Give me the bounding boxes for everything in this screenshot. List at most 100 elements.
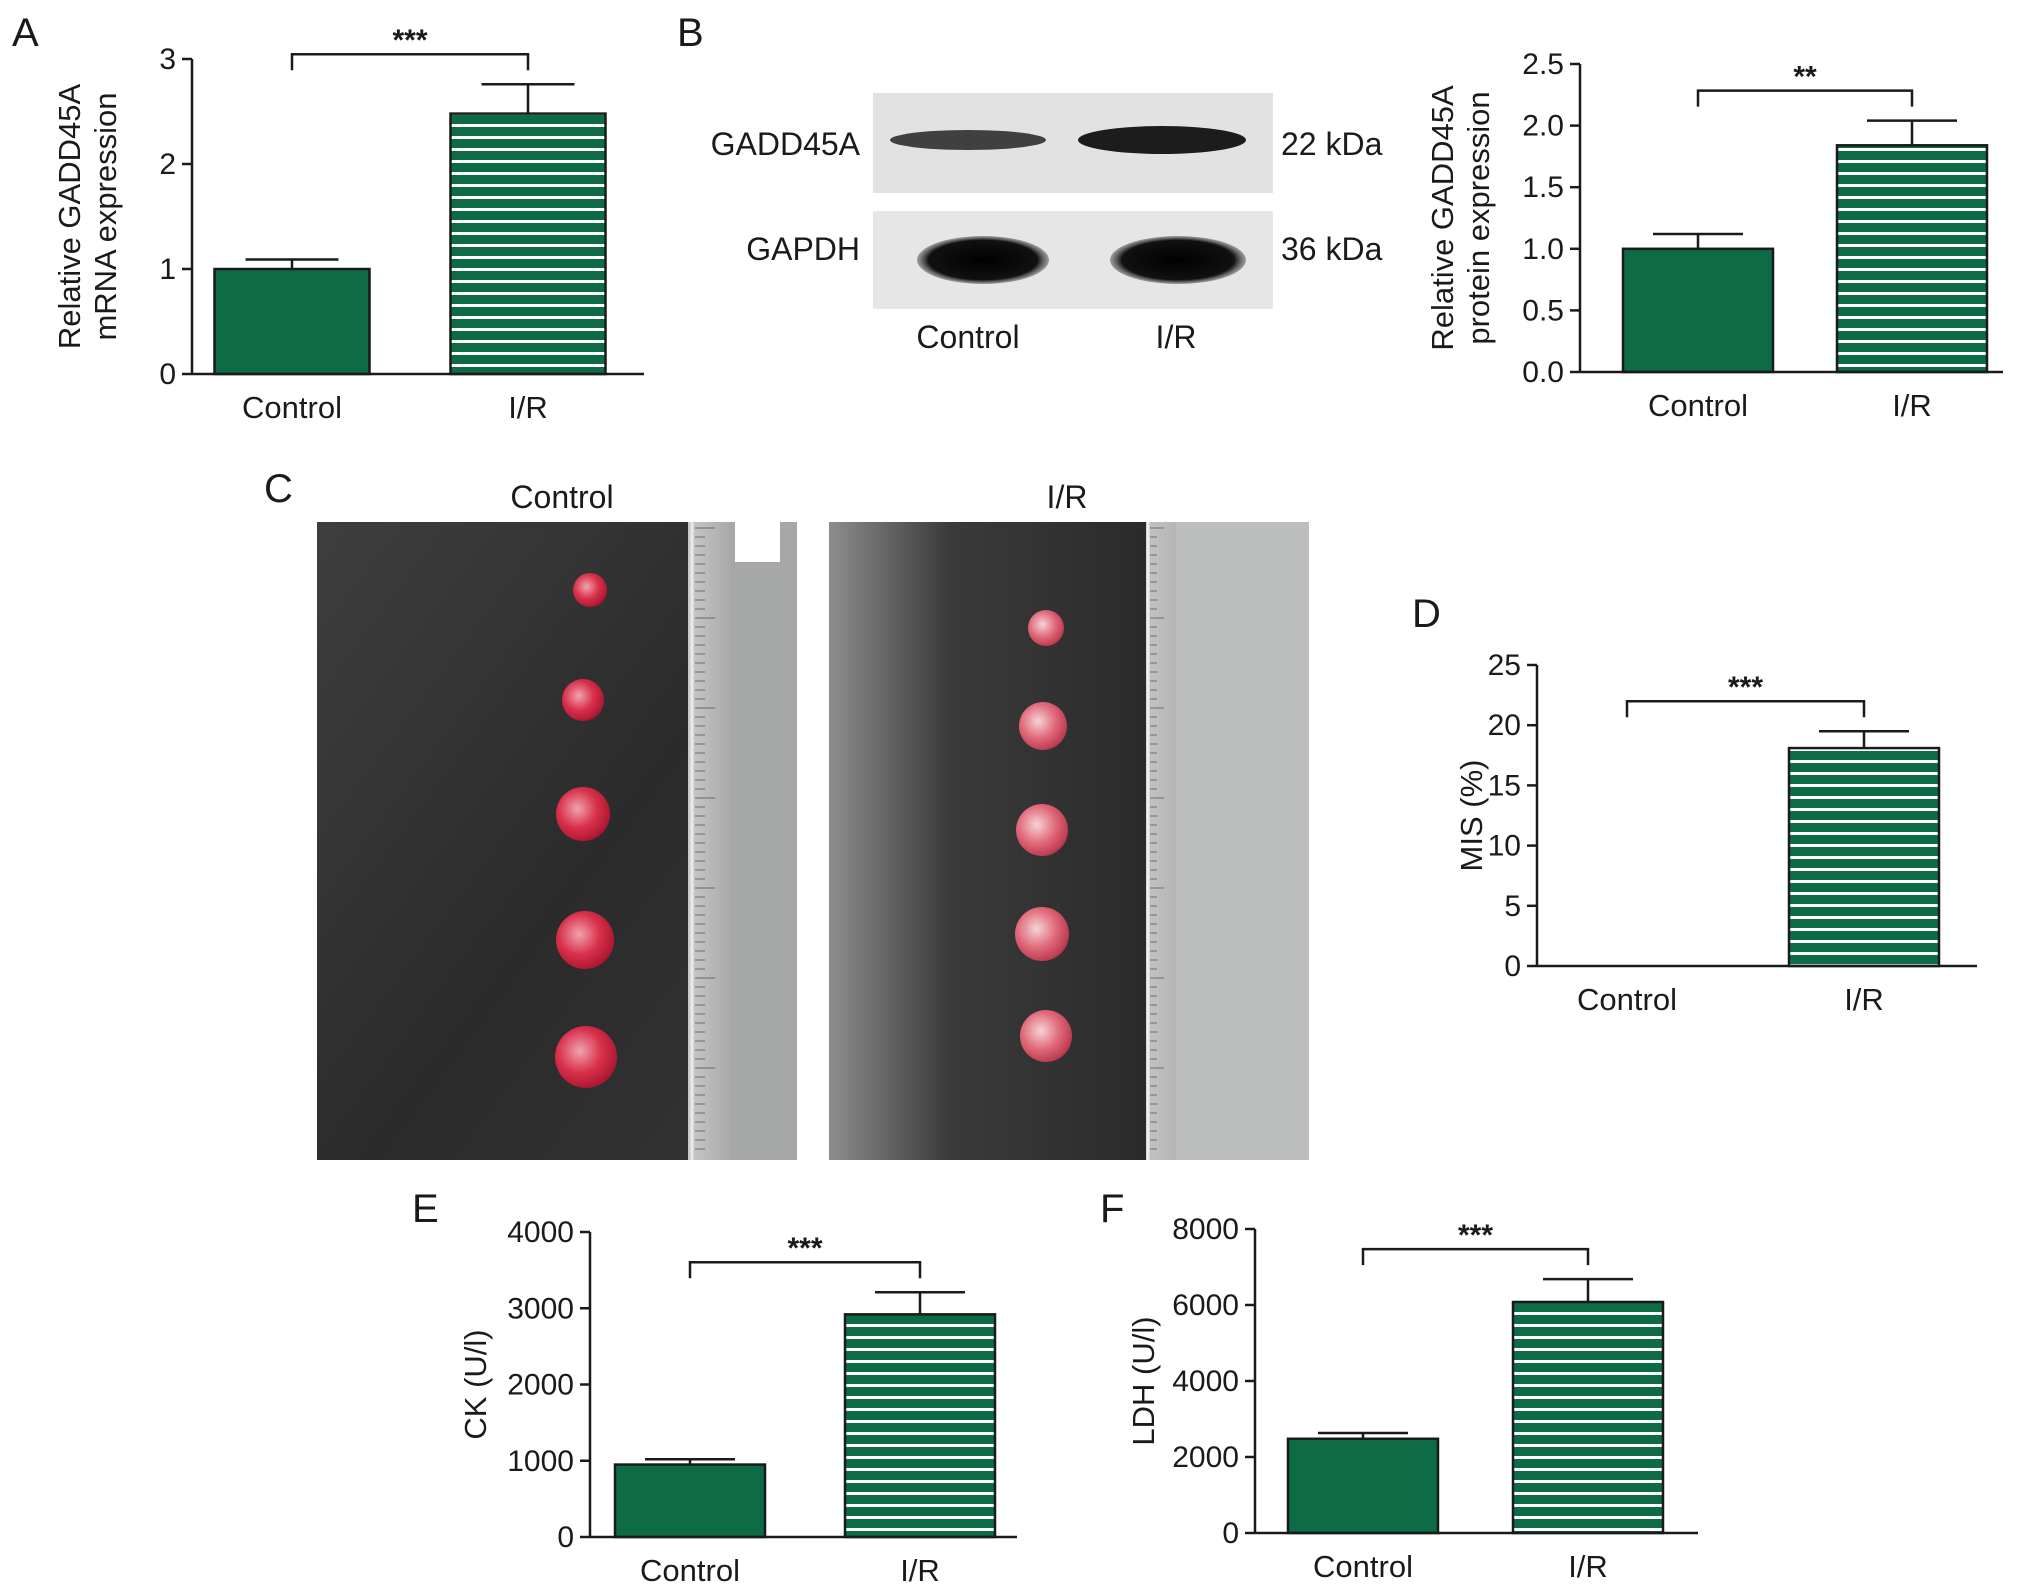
heart-slice-photos: Control I/R <box>317 479 1309 1160</box>
photo-control <box>317 522 797 1160</box>
x-tick-label-a-1: I/R <box>508 390 548 425</box>
ruler-ticks-ir <box>1150 527 1164 1150</box>
chart-f: Control I/R 0 2000 4000 6000 8000 LDH (U/l) *** <box>1126 1213 1698 1584</box>
ruler-control <box>688 522 730 1160</box>
y-tick-label-a-0: 0 <box>159 358 176 391</box>
heart-slice-control-1 <box>573 573 607 607</box>
y-axis-label-b-0: Relative GADD45A <box>1425 85 1460 351</box>
y-tick-label-f-4: 8000 <box>1172 1213 1239 1246</box>
panel-label-e: E <box>412 1187 439 1231</box>
blot-row-label-gapdh: GAPDH <box>746 231 860 267</box>
blot-size-22kda: 22 kDa <box>1281 126 1383 162</box>
bar-f-ir <box>1511 1300 1665 1535</box>
bar-b-ir <box>1835 144 1989 374</box>
significance-marker-e: *** <box>787 1232 822 1265</box>
x-tick-label-f-1: I/R <box>1568 1549 1608 1584</box>
bar-d-ir <box>1787 746 1941 968</box>
significance-marker-d: *** <box>1728 671 1763 704</box>
y-tick-label-b-1: 0.5 <box>1522 294 1564 327</box>
significance-bracket-a <box>290 52 530 71</box>
ruler-ticks-control <box>695 527 715 1150</box>
blot-band-gapdh-ir <box>1110 236 1246 284</box>
y-tick-label-a-2: 2 <box>159 148 176 181</box>
photo-label-control: Control <box>510 479 613 515</box>
y-tick-label-a-1: 1 <box>159 253 176 286</box>
panel-label-b: B <box>677 11 704 55</box>
ruler-backing-ir <box>1176 522 1309 1160</box>
heart-slice-control-5 <box>555 1026 617 1088</box>
y-tick-label-b-3: 1.5 <box>1522 171 1564 204</box>
y-tick-label-e-4: 4000 <box>507 1216 574 1249</box>
heart-slice-control-4 <box>556 911 614 969</box>
heart-slice-control-2 <box>562 679 604 721</box>
chart-e: Control I/R 0 1000 2000 3000 4000 CK (U/l) *** <box>458 1216 1017 1587</box>
y-tick-label-d-4: 20 <box>1488 709 1521 742</box>
y-axis-label-a-1: mRNA expression <box>88 92 123 340</box>
significance-marker-a: *** <box>392 24 427 57</box>
bar-e-ir <box>843 1313 997 1539</box>
blot-band-gapdh-control <box>917 236 1049 284</box>
y-axis-label-d-0: MIS (%) <box>1454 760 1489 872</box>
heart-slice-control-3 <box>556 787 610 841</box>
y-axis-label-f-0: LDH (U/l) <box>1126 1316 1161 1445</box>
blot-band-gadd45a-ir <box>1078 126 1246 154</box>
bar-a-ir <box>449 112 607 376</box>
y-axis-label-e-0: CK (U/l) <box>458 1329 493 1439</box>
western-blot: GADD45A GAPDH 22 kDa 36 kDa Control I/R <box>711 93 1383 355</box>
panel-label-c: C <box>264 467 293 511</box>
photo-ir <box>829 522 1309 1160</box>
y-tick-label-d-2: 10 <box>1488 830 1521 863</box>
x-tick-label-f-0: Control <box>1313 1549 1413 1584</box>
y-tick-label-d-1: 5 <box>1504 890 1521 923</box>
blot-band-gadd45a-control <box>890 130 1046 150</box>
significance-bracket-f <box>1361 1247 1590 1266</box>
significance-marker-b: ** <box>1793 61 1817 94</box>
x-tick-label-d-0: Control <box>1577 982 1677 1017</box>
blot-lane-label-ir: I/R <box>1156 319 1197 355</box>
heart-slice-ir-3 <box>1016 804 1068 856</box>
y-axis-label-a-0: Relative GADD45A <box>52 84 87 350</box>
y-tick-label-b-5: 2.5 <box>1522 48 1564 81</box>
significance-bracket-e <box>688 1260 922 1279</box>
blot-row-label-gadd45a: GADD45A <box>711 126 861 162</box>
blot-lane-label-control: Control <box>916 319 1019 355</box>
y-tick-label-d-5: 25 <box>1488 649 1521 682</box>
y-tick-label-e-0: 0 <box>557 1521 574 1554</box>
heart-slice-ir-1 <box>1028 610 1064 646</box>
x-tick-label-b-1: I/R <box>1892 388 1932 423</box>
y-tick-label-d-3: 15 <box>1488 769 1521 802</box>
chart-a: Control I/R 0 1 2 3 Relative GADD45A mRNA expre… <box>52 24 644 425</box>
photo-label-ir: I/R <box>1047 479 1088 515</box>
y-tick-label-b-4: 2.0 <box>1522 110 1564 143</box>
chart-d: Control I/R 0 5 10 15 20 25 MIS (%) *** <box>1454 649 1977 1017</box>
y-tick-label-f-2: 4000 <box>1172 1365 1239 1398</box>
bar-a-control <box>213 267 371 376</box>
x-tick-label-e-0: Control <box>640 1553 740 1587</box>
x-tick-label-e-1: I/R <box>900 1553 940 1587</box>
y-tick-label-b-2: 1.0 <box>1522 233 1564 266</box>
y-tick-label-b-0: 0.0 <box>1522 356 1564 389</box>
bar-e-control <box>613 1463 767 1539</box>
heart-slice-ir-2 <box>1019 702 1067 750</box>
heart-slice-ir-4 <box>1015 907 1069 961</box>
x-tick-label-b-0: Control <box>1648 388 1748 423</box>
x-tick-label-d-1: I/R <box>1844 982 1884 1017</box>
panel-label-a: A <box>12 11 39 55</box>
heart-slice-ir-5 <box>1020 1010 1072 1062</box>
significance-bracket-d <box>1625 699 1866 718</box>
significance-bracket-b <box>1696 89 1914 107</box>
y-tick-label-e-3: 3000 <box>507 1292 574 1325</box>
significance-marker-f: *** <box>1458 1219 1493 1252</box>
blot-size-36kda: 36 kDa <box>1281 231 1383 267</box>
panel-label-f: F <box>1100 1187 1124 1231</box>
y-tick-label-f-1: 2000 <box>1172 1441 1239 1474</box>
y-axis-label-b-1: protein expression <box>1461 91 1496 344</box>
y-tick-label-e-2: 2000 <box>507 1369 574 1402</box>
bar-b-control <box>1621 247 1775 374</box>
panel-label-d: D <box>1412 592 1441 636</box>
ruler-ir <box>1146 522 1176 1160</box>
bar-f-control <box>1286 1437 1440 1535</box>
x-tick-label-a-0: Control <box>242 390 342 425</box>
y-tick-label-f-3: 6000 <box>1172 1289 1239 1322</box>
